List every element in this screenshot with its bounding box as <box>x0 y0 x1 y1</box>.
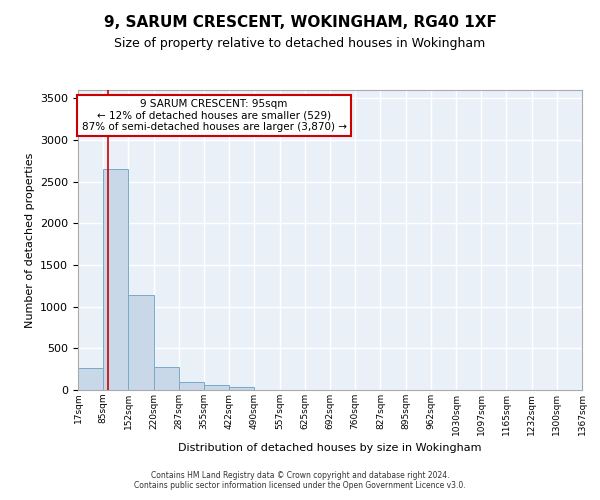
Text: Size of property relative to detached houses in Wokingham: Size of property relative to detached ho… <box>115 38 485 51</box>
Y-axis label: Number of detached properties: Number of detached properties <box>25 152 35 328</box>
Bar <box>154 366 179 390</box>
X-axis label: Distribution of detached houses by size in Wokingham: Distribution of detached houses by size … <box>178 443 482 453</box>
Bar <box>179 382 204 390</box>
Text: 9 SARUM CRESCENT: 95sqm
← 12% of detached houses are smaller (529)
87% of semi-d: 9 SARUM CRESCENT: 95sqm ← 12% of detache… <box>82 99 347 132</box>
Bar <box>128 295 154 390</box>
Bar <box>204 386 229 390</box>
Text: Contains HM Land Registry data © Crown copyright and database right 2024.
Contai: Contains HM Land Registry data © Crown c… <box>134 470 466 490</box>
Bar <box>229 387 254 390</box>
Text: 9, SARUM CRESCENT, WOKINGHAM, RG40 1XF: 9, SARUM CRESCENT, WOKINGHAM, RG40 1XF <box>104 15 496 30</box>
Bar <box>103 169 128 390</box>
Bar <box>78 368 103 390</box>
